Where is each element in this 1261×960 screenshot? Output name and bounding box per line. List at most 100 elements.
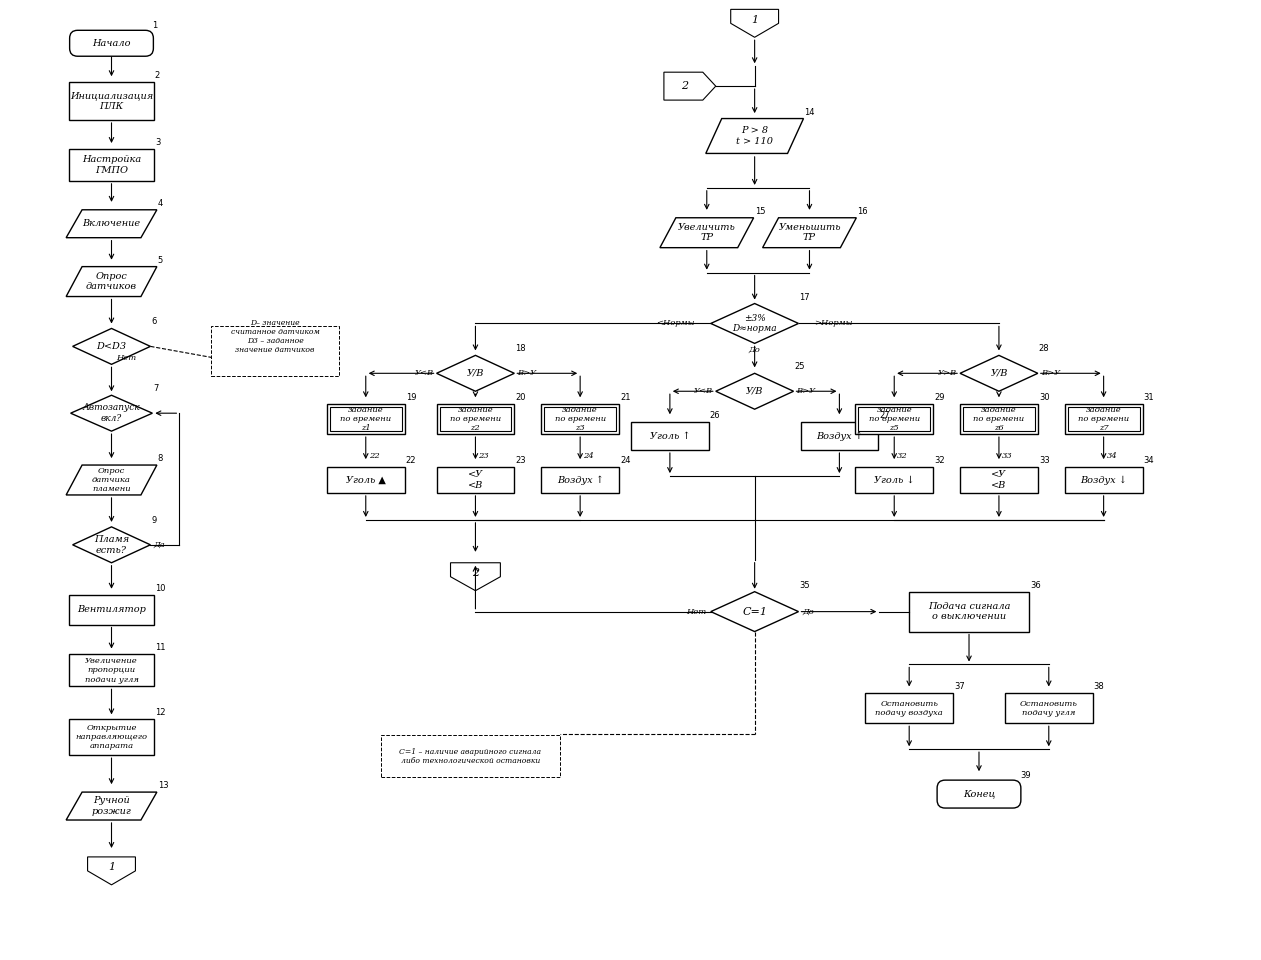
Polygon shape	[663, 72, 716, 100]
Text: 20: 20	[516, 394, 526, 402]
Text: 16: 16	[857, 206, 868, 216]
Text: 2: 2	[472, 568, 479, 578]
Polygon shape	[66, 210, 156, 238]
Polygon shape	[960, 355, 1038, 392]
Text: D– значение
считанное датчиком
D3 – заданное
значение датчиков: D– значение считанное датчиком D3 – зада…	[231, 319, 319, 354]
Text: У<В: У<В	[415, 370, 434, 377]
Text: 22: 22	[368, 452, 380, 460]
Text: 34: 34	[1144, 456, 1154, 465]
Text: 19: 19	[406, 394, 416, 402]
Polygon shape	[87, 857, 135, 885]
Text: Настройка
ГМПО: Настройка ГМПО	[82, 156, 141, 175]
Text: 23: 23	[478, 452, 489, 460]
FancyBboxPatch shape	[69, 31, 154, 57]
Bar	[855, 467, 933, 493]
Bar	[865, 693, 953, 723]
Bar	[440, 407, 512, 431]
Polygon shape	[436, 355, 514, 392]
Bar	[1068, 407, 1140, 431]
Text: 17: 17	[799, 293, 810, 301]
Polygon shape	[716, 373, 793, 409]
Text: Открытие
направляющего
аппарата: Открытие направляющего аппарата	[76, 724, 148, 751]
Text: 12: 12	[155, 708, 165, 717]
Text: 26: 26	[710, 411, 720, 420]
Polygon shape	[763, 218, 856, 248]
Text: Да: Да	[154, 540, 165, 549]
Text: 1: 1	[153, 21, 158, 31]
Text: 11: 11	[155, 643, 165, 653]
Text: 10: 10	[155, 584, 165, 592]
Polygon shape	[71, 396, 153, 431]
Text: 1: 1	[108, 862, 115, 873]
Bar	[960, 404, 1038, 434]
Text: 13: 13	[158, 781, 169, 790]
Polygon shape	[73, 328, 150, 365]
FancyBboxPatch shape	[211, 326, 339, 376]
Text: Опрос
датчика
пламени: Опрос датчика пламени	[92, 467, 131, 493]
Bar	[960, 467, 1038, 493]
Text: 22: 22	[406, 456, 416, 465]
Text: Воздух ↑: Воздух ↑	[556, 475, 604, 485]
Text: <У
<В: <У <В	[468, 470, 483, 490]
Text: задание
по времени
z7: задание по времени z7	[1078, 406, 1129, 432]
Polygon shape	[660, 218, 754, 248]
Text: 4: 4	[158, 199, 163, 207]
Text: 34: 34	[1107, 452, 1117, 460]
Text: 25: 25	[794, 362, 805, 372]
Text: ±3%
D≈норма: ±3% D≈норма	[733, 314, 777, 333]
Text: 29: 29	[934, 394, 944, 402]
Text: 8: 8	[158, 454, 163, 463]
Text: Увеличить
ТР: Увеличить ТР	[678, 223, 735, 243]
Bar	[69, 719, 154, 756]
Bar	[330, 407, 402, 431]
Text: C=1 – наличие аварийного сигнала
либо технологической остановки: C=1 – наличие аварийного сигнала либо те…	[400, 748, 541, 765]
Text: Подача сигнала
о выключении: Подача сигнала о выключении	[928, 602, 1010, 621]
Text: Остановить
подачу угля: Остановить подачу угля	[1020, 700, 1078, 717]
Text: 2: 2	[155, 71, 160, 81]
Text: Конец: Конец	[963, 789, 995, 799]
Bar	[436, 467, 514, 493]
Text: В>У: В>У	[1040, 370, 1061, 377]
Text: Опрос
датчиков: Опрос датчиков	[86, 272, 137, 291]
Text: Увеличение
пропорции
подачи угля: Увеличение пропорции подачи угля	[84, 658, 139, 684]
Bar	[855, 404, 933, 434]
Bar	[963, 407, 1035, 431]
Text: Воздух ↓: Воздух ↓	[1081, 475, 1127, 485]
Text: У<В: У<В	[694, 387, 712, 396]
Text: До: До	[749, 346, 760, 353]
Text: У/В: У/В	[467, 369, 484, 378]
Text: Уголь ↑: Уголь ↑	[649, 432, 690, 441]
Text: задание
по времени
z3: задание по времени z3	[555, 406, 605, 432]
Polygon shape	[450, 563, 501, 590]
Text: 3: 3	[155, 138, 160, 147]
Text: У/В: У/В	[990, 369, 1008, 378]
Text: Вентилятор: Вентилятор	[77, 605, 146, 614]
Polygon shape	[711, 591, 798, 632]
Polygon shape	[711, 303, 798, 344]
Text: Уголь ↓: Уголь ↓	[874, 475, 914, 485]
Text: <У
<В: <У <В	[991, 470, 1006, 490]
Text: До: До	[802, 608, 815, 615]
Text: Уголь ▲: Уголь ▲	[346, 475, 386, 485]
Bar	[69, 594, 154, 625]
FancyBboxPatch shape	[381, 735, 560, 778]
Bar	[436, 404, 514, 434]
Text: Включение: Включение	[82, 219, 140, 228]
Text: 33: 33	[1039, 456, 1049, 465]
Text: Нет: Нет	[116, 354, 136, 362]
Text: 38: 38	[1093, 683, 1105, 691]
Text: 6: 6	[151, 318, 156, 326]
Bar	[859, 407, 931, 431]
Bar	[1064, 404, 1142, 434]
FancyBboxPatch shape	[937, 780, 1021, 808]
Polygon shape	[706, 118, 803, 154]
Text: В>У: В>У	[797, 387, 816, 396]
Text: 5: 5	[158, 255, 163, 265]
Text: <Нормы: <Нормы	[656, 320, 695, 327]
Text: Нет: Нет	[686, 608, 706, 615]
Text: задание
по времени
z5: задание по времени z5	[869, 406, 919, 432]
Text: 32: 32	[898, 452, 908, 460]
Text: задание
по времени
z6: задание по времени z6	[973, 406, 1024, 432]
Text: 36: 36	[1030, 581, 1040, 589]
Text: У>В: У>В	[938, 370, 957, 377]
